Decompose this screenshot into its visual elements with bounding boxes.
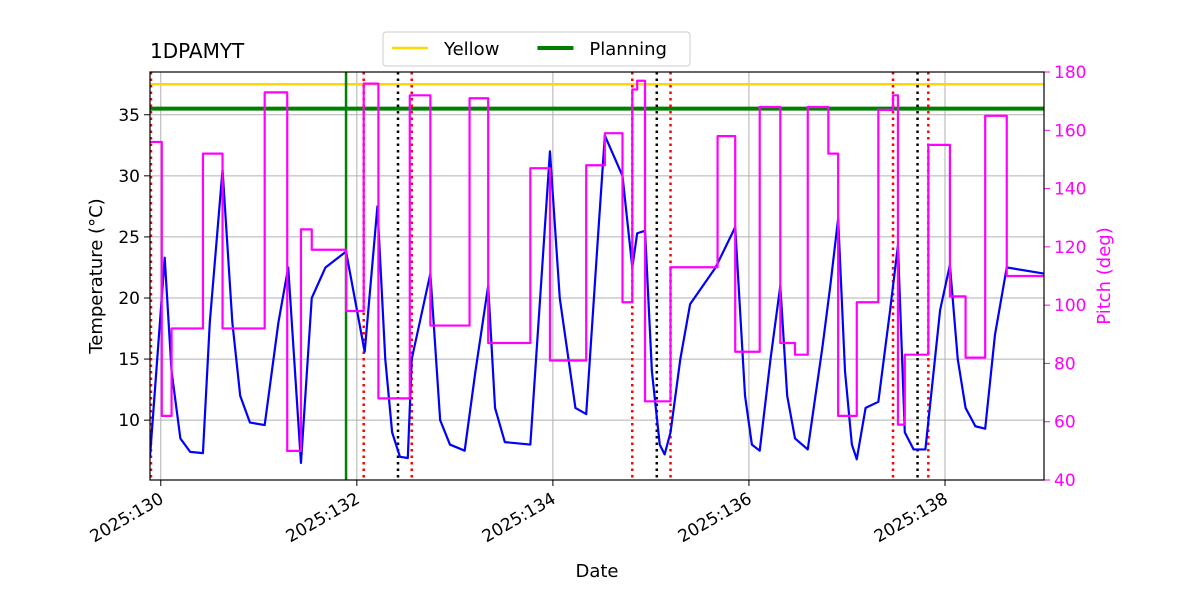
y-tick-label: 10 [118, 411, 140, 431]
x-tick-label: 2025:138 [871, 489, 952, 547]
series-line [150, 134, 1044, 464]
y2-axis-label: Pitch (deg) [1094, 227, 1115, 325]
x-tick-label: 2025:130 [87, 489, 168, 547]
legend-label: Planning [589, 39, 667, 60]
y-tick-label: 35 [118, 106, 140, 126]
x-axis-label: Date [575, 561, 618, 582]
chart-title: 1DPAMYT [150, 39, 245, 63]
series-line [150, 79, 1044, 452]
y2-tick-label: 60 [1054, 413, 1076, 433]
y2-tick-label: 100 [1054, 296, 1086, 316]
legend-label: Yellow [443, 39, 499, 60]
legend-box [382, 31, 691, 67]
plot-area [150, 72, 1044, 480]
grid [150, 72, 1044, 480]
y-tick-label: 15 [118, 350, 140, 370]
y-axis-label: Temperature (°C) [86, 198, 107, 354]
x-tick-label: 2025:132 [283, 489, 364, 547]
y2-tick-label: 160 [1054, 121, 1086, 141]
y2-tick-label: 120 [1054, 238, 1086, 258]
x-tick-label: 2025:134 [479, 489, 560, 547]
y-tick-label: 25 [118, 228, 140, 248]
x-tick-label: 2025:136 [675, 489, 756, 547]
y2-tick-label: 180 [1054, 63, 1086, 83]
y-tick-label: 30 [118, 167, 140, 187]
y2-tick-label: 40 [1054, 471, 1076, 491]
legend: Yellow Planning [382, 31, 691, 67]
y2-tick-label: 140 [1054, 180, 1086, 200]
plot-frame [149, 71, 1045, 481]
y-tick-label: 20 [118, 289, 140, 309]
y2-tick-label: 80 [1054, 354, 1076, 374]
